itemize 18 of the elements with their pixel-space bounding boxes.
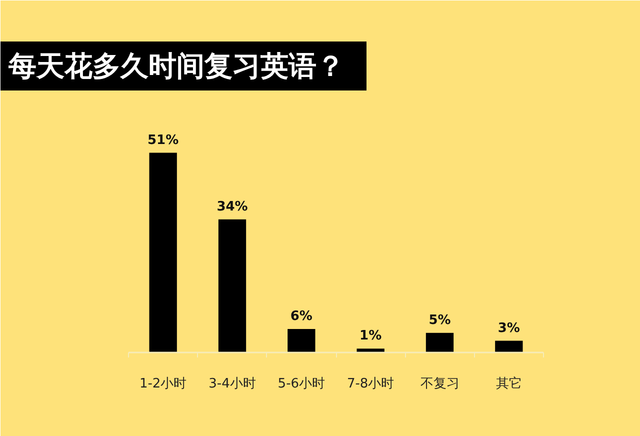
chart-title: 每天花多久时间复习英语？: [8, 50, 344, 82]
x-tick-label: 7-8小时: [346, 376, 394, 392]
x-tick-label: 不复习: [420, 376, 460, 392]
bar: [495, 340, 523, 352]
data-label: 34%: [216, 199, 248, 214]
bar: [288, 329, 316, 352]
bar: [218, 219, 246, 352]
x-tick-label: 3-4小时: [208, 376, 256, 392]
data-label: 51%: [148, 132, 179, 148]
x-tick-label: 其它: [496, 376, 522, 392]
data-label: 1%: [360, 328, 382, 344]
x-tick-label: 5-6小时: [278, 376, 326, 392]
bar: [426, 332, 454, 352]
data-label: 6%: [290, 309, 312, 324]
data-label: 3%: [498, 320, 520, 336]
x-tick-label: 1-2小时: [139, 376, 187, 392]
data-label: 5%: [428, 312, 451, 328]
bar: [149, 152, 177, 352]
